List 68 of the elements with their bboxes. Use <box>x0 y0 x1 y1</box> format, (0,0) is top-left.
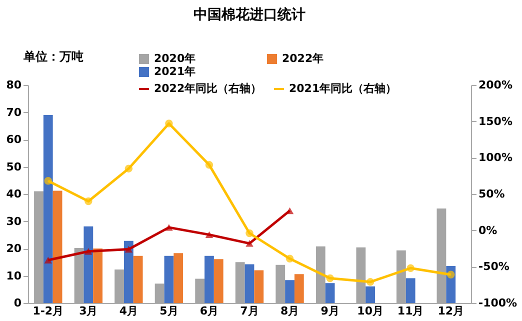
bar <box>133 256 143 303</box>
point <box>165 120 173 128</box>
chart-title: 中国棉花进口统计 <box>194 6 306 23</box>
y2-tick-label: 50% <box>478 188 505 200</box>
legend-label: 2022年同比（右轴） <box>154 82 262 95</box>
y2-tick-label: 100% <box>478 151 512 164</box>
point <box>366 278 374 286</box>
bar <box>124 240 134 303</box>
bar <box>285 280 294 303</box>
y2-tick-label: 150% <box>478 114 512 128</box>
bar <box>214 259 224 303</box>
x-tick-label: 4月 <box>119 304 138 318</box>
legend-label: 2022年 <box>282 52 324 65</box>
bar <box>164 256 174 303</box>
x-tick-label: 7月 <box>240 304 259 318</box>
y-tick-label: 30 <box>6 214 22 228</box>
x-tick-label: 6月 <box>200 304 219 318</box>
y-tick-label: 40 <box>6 188 22 200</box>
legend-label: 2021年同比（右轴） <box>289 82 397 95</box>
x-tick-label: 3月 <box>79 304 98 318</box>
bar <box>406 278 416 303</box>
point <box>84 248 92 255</box>
y2-tick-label: 200% <box>478 78 512 92</box>
x-tick-label: 12月 <box>438 304 464 318</box>
point <box>406 264 414 272</box>
point <box>84 197 92 206</box>
y-tick-label: 80 <box>6 78 22 92</box>
bar <box>244 264 254 303</box>
point <box>124 246 133 253</box>
bar <box>254 270 264 303</box>
y-tick-label: 20 <box>6 242 22 255</box>
point <box>165 224 173 231</box>
y-axis-title: 单位：万吨 <box>22 50 84 64</box>
point <box>246 229 254 238</box>
bar <box>294 274 304 303</box>
y-tick-label: 70 <box>6 106 22 119</box>
point <box>446 270 455 279</box>
bar <box>204 256 214 303</box>
y-tick-label: 50 <box>6 160 22 174</box>
bar <box>325 283 335 303</box>
point <box>326 274 334 282</box>
y-tick-label: 60 <box>6 133 22 146</box>
point <box>286 254 294 263</box>
x-tick-label: 11月 <box>397 304 424 318</box>
y-tick-label: 10 <box>6 269 22 282</box>
bar <box>52 190 62 303</box>
x-tick-label: 9月 <box>320 304 340 318</box>
point <box>205 161 214 169</box>
bar <box>43 114 53 303</box>
legend-label: 2021年 <box>154 65 196 78</box>
y-tick-label: 0 <box>14 296 22 310</box>
x-tick-label: 8月 <box>280 304 300 318</box>
y2-tick-label: 0% <box>478 224 498 237</box>
y2-tick-label: -100% <box>478 296 518 310</box>
bar <box>84 226 94 303</box>
point <box>205 231 214 238</box>
y2-tick-label: -50% <box>478 260 510 274</box>
legend-label: 2020年 <box>154 52 196 65</box>
x-tick-label: 10月 <box>357 304 384 318</box>
bar <box>93 248 103 303</box>
x-tick-label: 1-2月 <box>32 304 64 318</box>
point <box>44 177 52 185</box>
x-tick-label: 5月 <box>160 304 178 318</box>
bar <box>174 253 184 303</box>
point <box>124 164 133 172</box>
point <box>246 240 254 247</box>
point <box>44 256 52 264</box>
bar <box>366 286 376 303</box>
